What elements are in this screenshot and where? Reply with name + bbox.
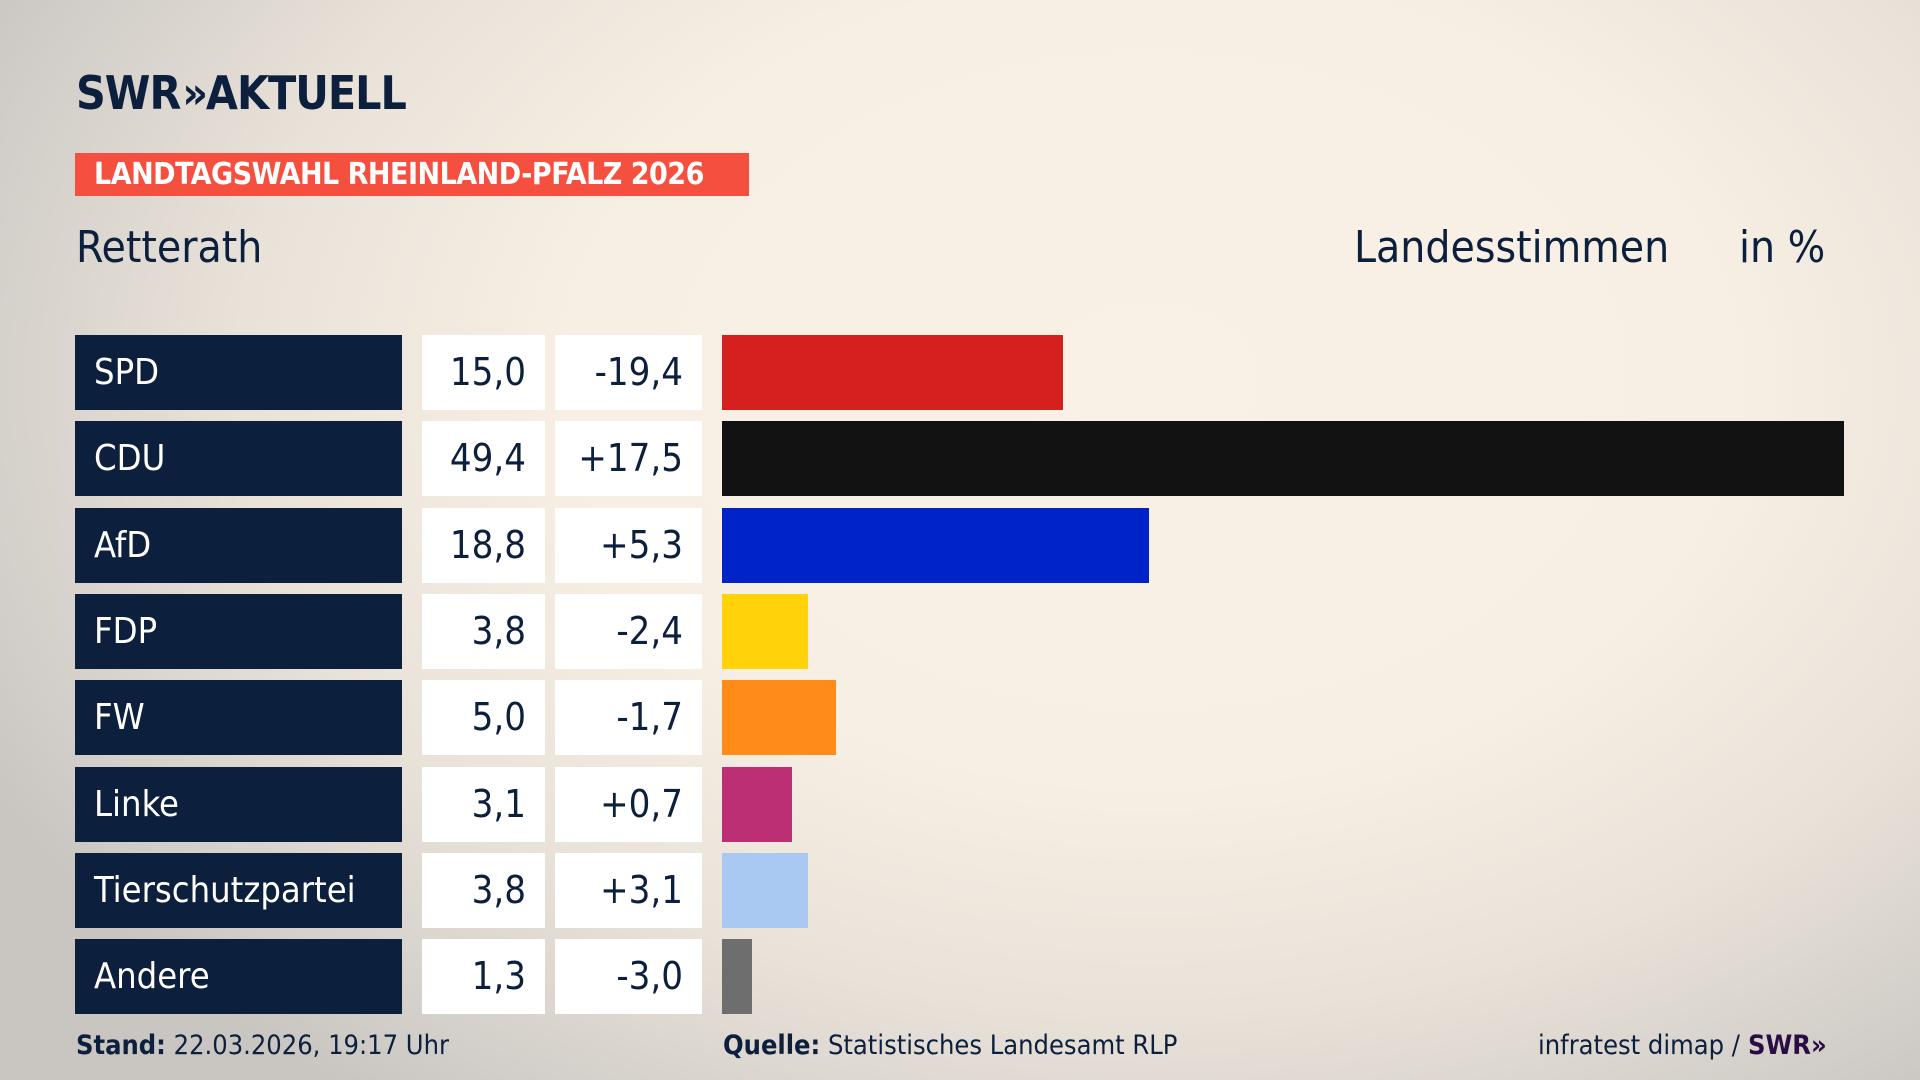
party-name: Linke xyxy=(75,766,402,842)
party-value: 3,1 xyxy=(422,766,545,842)
party-row: CDU 49,4 +17,5 xyxy=(0,421,1920,497)
party-diff: +17,5 xyxy=(555,421,702,497)
stand-value: 22.03.2026, 19:17 Uhr xyxy=(173,1030,449,1061)
logo-swr: SWR xyxy=(76,66,181,120)
measure-label: Landesstimmen xyxy=(1354,222,1670,273)
party-bar xyxy=(722,680,836,756)
party-diff: +3,1 xyxy=(555,852,702,928)
party-bar xyxy=(722,766,793,842)
party-diff: -1,7 xyxy=(555,680,702,756)
source-value: Statistisches Landesamt RLP xyxy=(827,1030,1178,1061)
logo-aktuell: AKTUELL xyxy=(205,66,407,120)
party-value: 18,8 xyxy=(422,507,545,583)
party-name: AfD xyxy=(75,507,402,583)
party-name: SPD xyxy=(75,335,402,410)
party-bar xyxy=(722,335,1063,410)
party-row: AfD 18,8 +5,3 xyxy=(0,507,1920,583)
chevron-icon: » xyxy=(182,67,207,119)
party-row: Tierschutzpartei 3,8 +3,1 xyxy=(0,852,1920,928)
party-row: SPD 15,0 -19,4 xyxy=(0,335,1920,410)
party-value: 5,0 xyxy=(422,680,545,756)
party-diff: +0,7 xyxy=(555,766,702,842)
party-row: Linke 3,1 +0,7 xyxy=(0,766,1920,842)
party-bar xyxy=(722,593,809,669)
party-name: Tierschutzpartei xyxy=(75,852,402,928)
party-row: FW 5,0 -1,7 xyxy=(0,680,1920,756)
party-bar xyxy=(722,421,1844,497)
party-row: Andere 1,3 -3,0 xyxy=(0,939,1920,1015)
party-bar xyxy=(722,507,1149,583)
source-label: Quelle: xyxy=(723,1030,821,1061)
party-value: 1,3 xyxy=(422,939,545,1015)
stand-info: Stand: 22.03.2026, 19:17 Uhr xyxy=(76,1030,449,1061)
party-diff: -2,4 xyxy=(555,593,702,669)
party-diff: +5,3 xyxy=(555,507,702,583)
party-name: Andere xyxy=(75,939,402,1015)
party-row: FDP 3,8 -2,4 xyxy=(0,593,1920,669)
party-bar xyxy=(722,852,809,928)
unit-label: in % xyxy=(1739,222,1826,273)
party-value: 49,4 xyxy=(422,421,545,497)
party-diff: -19,4 xyxy=(555,335,702,410)
party-name: FDP xyxy=(75,593,402,669)
swr-aktuell-logo: SWR » AKTUELL xyxy=(76,66,407,120)
source-info: Quelle: Statistisches Landesamt RLP xyxy=(723,1030,1177,1061)
party-name: CDU xyxy=(75,421,402,497)
stand-label: Stand: xyxy=(76,1030,166,1061)
credit-text: infratest dimap / xyxy=(1538,1030,1740,1061)
swr-logo: SWR» xyxy=(1747,1030,1827,1061)
party-diff: -3,0 xyxy=(555,939,702,1015)
party-value: 3,8 xyxy=(422,852,545,928)
party-value: 3,8 xyxy=(422,593,545,669)
party-name: FW xyxy=(75,680,402,756)
place-title: Retterath xyxy=(76,222,263,273)
party-value: 15,0 xyxy=(422,335,545,410)
credit: infratest dimap / SWR» xyxy=(1538,1030,1827,1061)
election-banner: LANDTAGSWAHL RHEINLAND-PFALZ 2026 xyxy=(75,153,749,196)
party-bar xyxy=(722,939,752,1015)
